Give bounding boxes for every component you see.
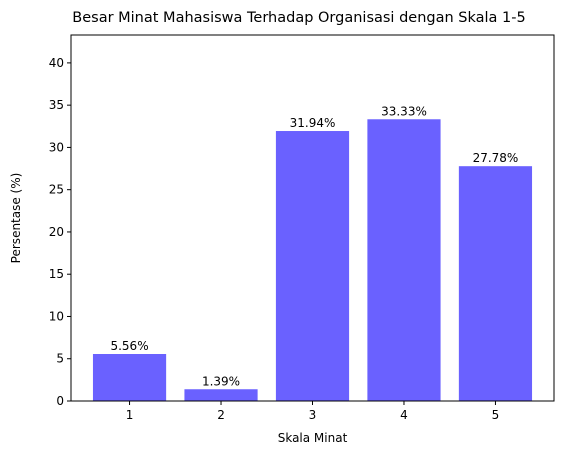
bars-layer [92, 119, 533, 402]
y-tick-label-5: 5 [56, 352, 64, 366]
bar-2 [184, 389, 258, 401]
bar-1 [92, 354, 167, 401]
data-labels-layer: 5.56% 1.39% 31.94% 33.33% 27.78% [110, 104, 518, 388]
y-tick-label-35: 35 [49, 98, 64, 112]
y-tick-label-30: 30 [49, 140, 64, 154]
chart-title: Besar Minat Mahasiswa Terhadap Organisas… [72, 10, 525, 26]
y-tick-label-15: 15 [49, 267, 64, 281]
x-axis: 1 2 3 4 5 [126, 401, 500, 422]
y-tick-label-20: 20 [49, 225, 64, 239]
x-tick-label-2: 2 [217, 408, 225, 422]
data-label-3: 31.94% [290, 116, 336, 130]
y-tick-label-10: 10 [49, 309, 64, 323]
x-tick-label-5: 5 [492, 408, 500, 422]
y-axis: 0 5 10 15 20 25 30 35 40 [49, 56, 71, 408]
data-label-4: 33.33% [381, 104, 427, 118]
plot-frame [70, 34, 555, 402]
x-tick-label-3: 3 [309, 408, 317, 422]
x-tick-label-1: 1 [126, 408, 134, 422]
y-tick-label-40: 40 [49, 56, 64, 70]
data-label-2: 1.39% [202, 374, 240, 388]
y-tick-label-25: 25 [49, 183, 64, 197]
y-axis-label: Persentase (%) [9, 173, 23, 264]
x-axis-label: Skala Minat [278, 431, 348, 445]
x-tick-label-4: 4 [400, 408, 408, 422]
bar-5 [458, 166, 533, 401]
bar-3 [275, 131, 350, 402]
bar-4 [367, 119, 441, 401]
data-label-5: 27.78% [473, 151, 519, 165]
data-label-1: 5.56% [110, 339, 148, 353]
y-tick-label-0: 0 [56, 394, 64, 408]
